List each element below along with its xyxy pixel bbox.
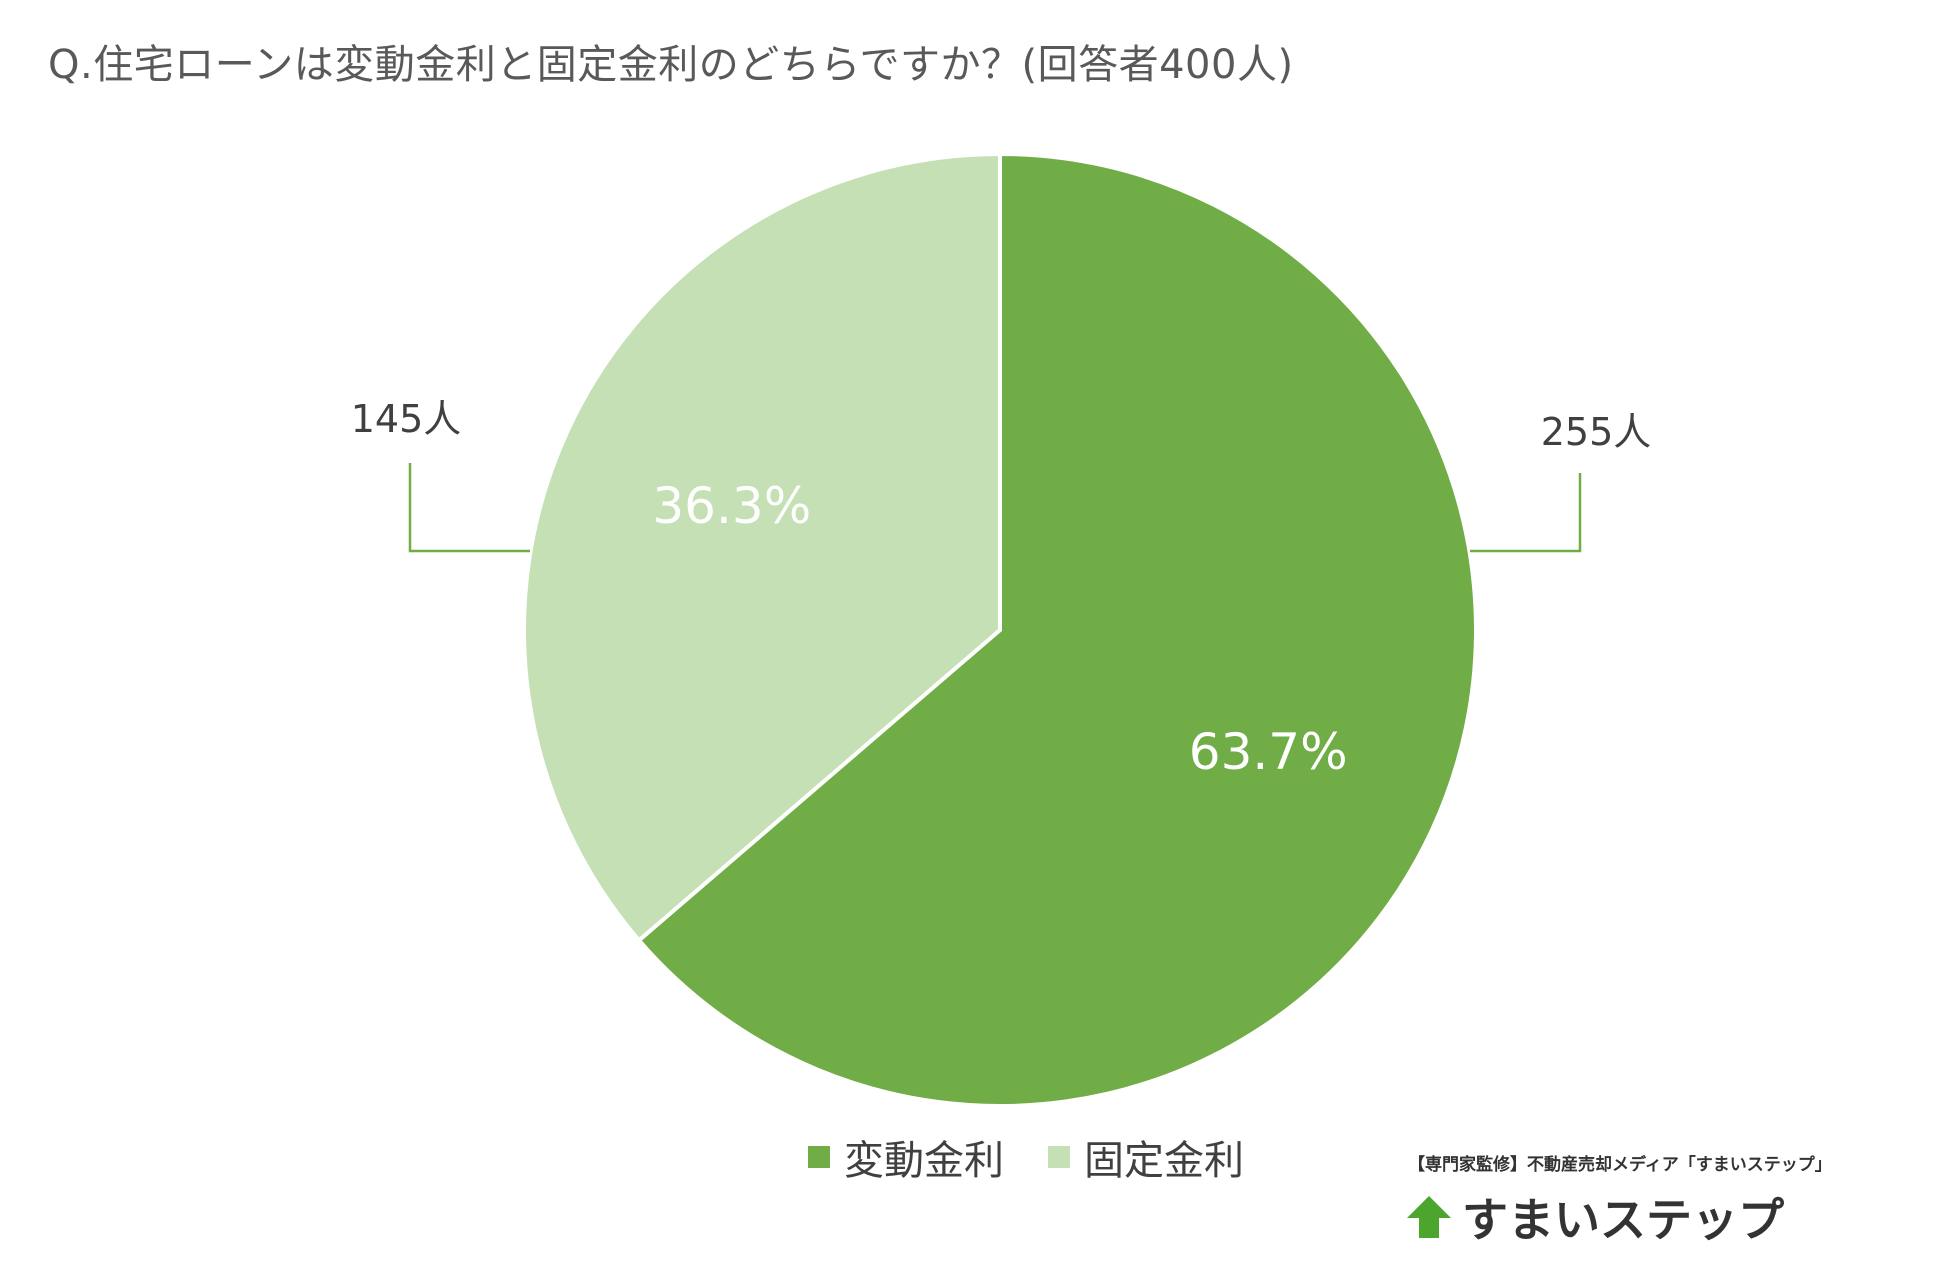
- leader-line-fixed: [408, 463, 530, 553]
- legend-label-variable: 変動金利: [844, 1138, 1004, 1184]
- percent-label-variable: 63.7%: [1189, 723, 1348, 781]
- pie-slice-fixed: [522, 151, 1002, 944]
- pie-slice-variable: [636, 151, 1478, 1108]
- brand-logo-text: すまいステップ: [1462, 1193, 1784, 1247]
- leader-line-variable: [1470, 473, 1582, 553]
- legend-item-fixed: 固定金利: [1048, 1128, 1244, 1186]
- legend-label-fixed: 固定金利: [1084, 1138, 1244, 1184]
- legend-item-variable: 変動金利: [808, 1128, 1004, 1186]
- count-label-fixed: 145人: [351, 397, 462, 441]
- up-arrow-house-icon: [1407, 1196, 1451, 1238]
- count-label-variable: 255人: [1541, 410, 1652, 454]
- legend: 変動金利 固定金利: [808, 1128, 1288, 1186]
- percent-label-fixed: 36.3%: [652, 477, 811, 535]
- brand-logo: すまいステップ: [1404, 1184, 1784, 1250]
- credit-text: 【専門家監修】不動産売却メディア「すまいステップ」: [1408, 1155, 1832, 1175]
- legend-swatch-variable: [808, 1146, 830, 1168]
- legend-swatch-fixed: [1048, 1146, 1070, 1168]
- chart-title: Q.住宅ローンは変動金利と固定金利のどちらですか？(回答者400人): [48, 42, 1294, 88]
